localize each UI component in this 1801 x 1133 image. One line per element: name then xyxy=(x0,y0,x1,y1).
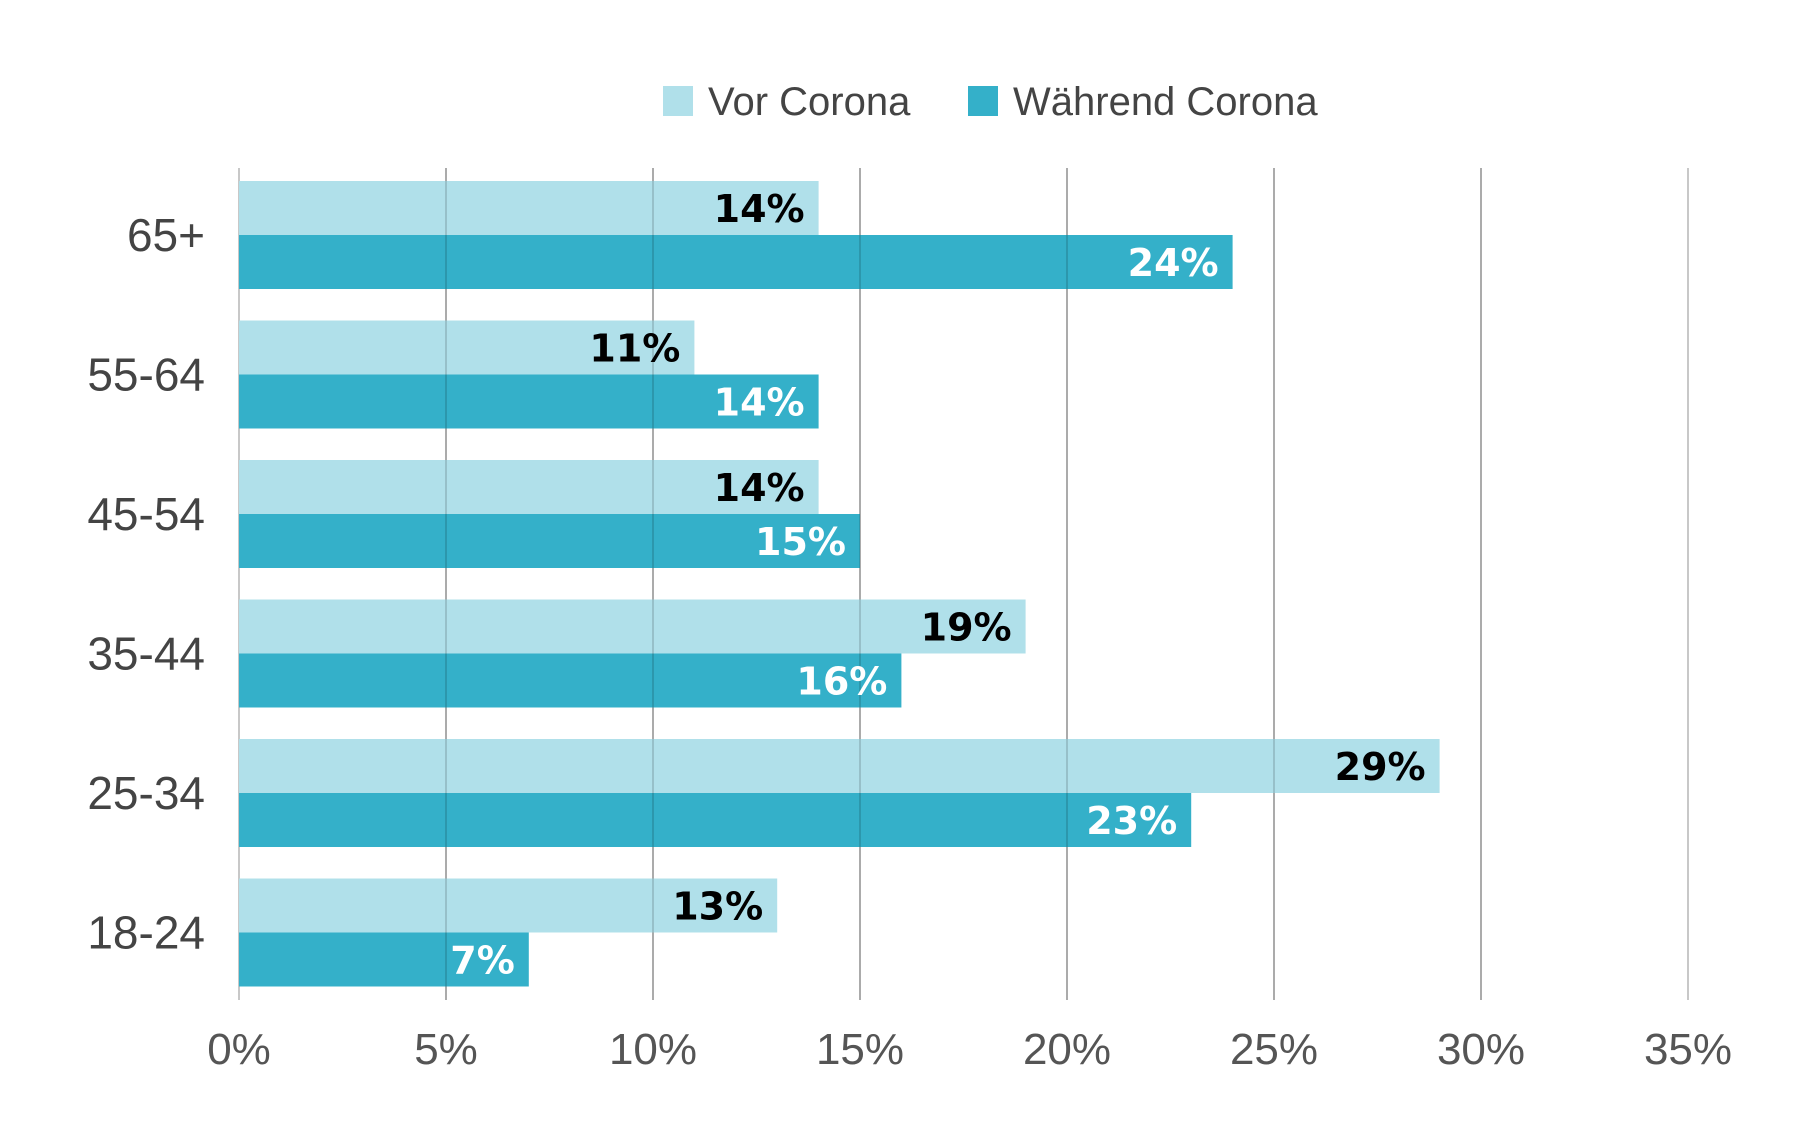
value-label: 14% xyxy=(714,381,805,425)
y-axis: 65+ 55-64 45-54 35-44 25-34 18-24 xyxy=(87,209,205,959)
category-label: 65+ xyxy=(127,209,205,261)
x-tick-label: 10% xyxy=(609,1025,697,1074)
value-label: 14% xyxy=(714,187,805,231)
bar-vor-55-64 xyxy=(239,320,695,375)
bar-waehrend-35-44 xyxy=(239,653,902,708)
value-label: 16% xyxy=(796,660,887,704)
legend-label: Vor Corona xyxy=(708,80,911,124)
bar-vor-35-44 xyxy=(239,599,1026,654)
legend: Vor Corona Während Corona xyxy=(663,80,1318,124)
value-label: 7% xyxy=(450,939,515,983)
value-label: 23% xyxy=(1086,799,1177,843)
bar-vor-45-54 xyxy=(239,460,819,514)
x-tick-label: 15% xyxy=(816,1025,904,1074)
x-tick-label: 5% xyxy=(414,1025,478,1074)
x-tick-label: 30% xyxy=(1437,1025,1525,1074)
bar-waehrend-18-24 xyxy=(239,932,529,987)
x-tick-label: 0% xyxy=(207,1025,271,1074)
value-label: 19% xyxy=(921,606,1012,650)
bar-vor-25-34 xyxy=(239,739,1440,793)
x-tick-label: 25% xyxy=(1230,1025,1318,1074)
category-label: 18-24 xyxy=(87,907,205,959)
bar-vor-65+ xyxy=(239,181,819,235)
bar-vor-18-24 xyxy=(239,878,778,933)
value-label: 13% xyxy=(672,885,763,929)
legend-swatch xyxy=(663,86,693,116)
legend-swatch xyxy=(968,86,998,116)
value-label: 14% xyxy=(714,466,805,510)
category-label: 45-54 xyxy=(87,488,205,540)
bar-waehrend-25-34 xyxy=(239,793,1192,847)
category-label: 25-34 xyxy=(87,767,205,819)
category-label: 55-64 xyxy=(87,349,205,401)
value-label: 29% xyxy=(1335,745,1426,789)
value-label: 15% xyxy=(755,520,846,564)
bar-waehrend-55-64 xyxy=(239,374,819,429)
bars xyxy=(239,181,1440,987)
category-label: 35-44 xyxy=(87,628,205,680)
x-tick-label: 35% xyxy=(1644,1025,1732,1074)
bar-waehrend-45-54 xyxy=(239,514,860,568)
value-label: 11% xyxy=(589,327,680,371)
grid-lines xyxy=(238,168,1689,1000)
grid-lines-overlay xyxy=(445,168,1482,1000)
x-tick-label: 20% xyxy=(1023,1025,1111,1074)
bar-waehrend-65+ xyxy=(239,235,1233,289)
legend-label: Während Corona xyxy=(1013,80,1318,124)
value-labels: 14% 24% 11% 14% 14% 15% 19% 16% 29% 23% 13% 7% xyxy=(450,187,1425,983)
x-axis: 0% 5% 10% 15% 20% 25% 30% 35% xyxy=(207,1025,1732,1074)
value-label: 24% xyxy=(1128,241,1219,285)
